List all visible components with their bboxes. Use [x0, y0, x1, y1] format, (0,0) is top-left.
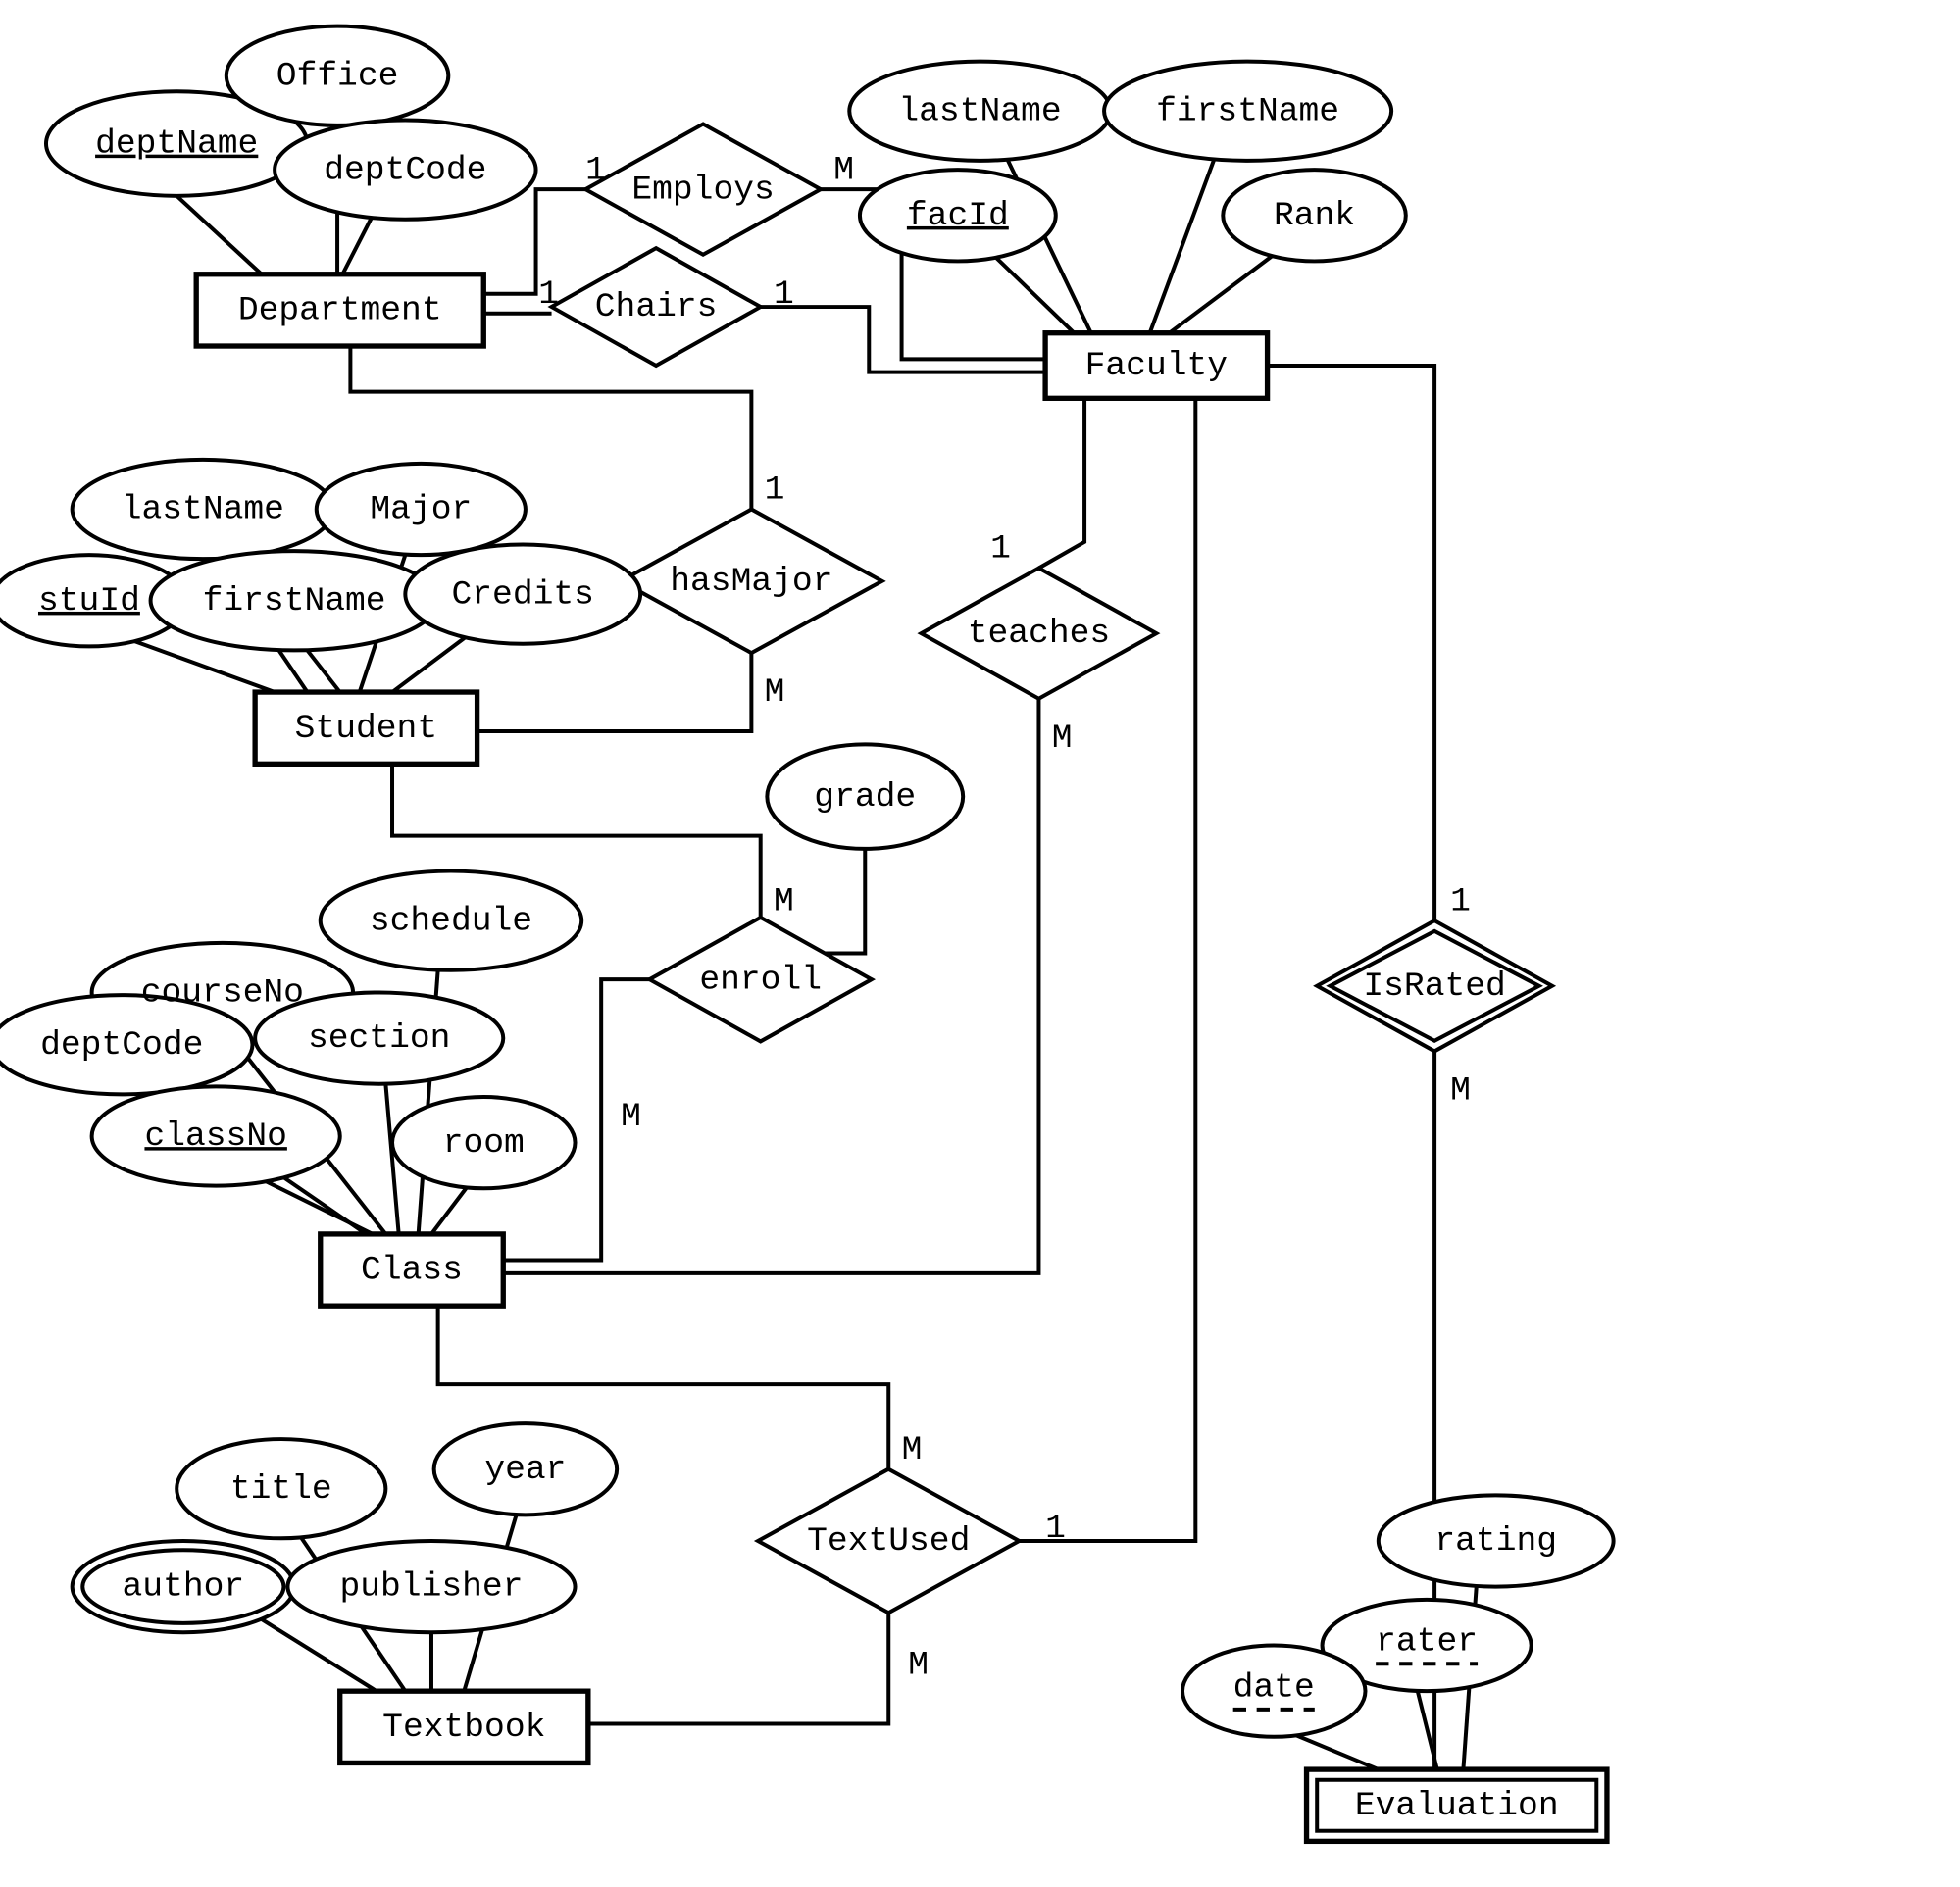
attribute-label-Major: Major	[370, 491, 472, 529]
cardinalities: 1 M 1 1 1 M M M 1 M 1 M M 1 M	[538, 151, 1471, 1684]
edge-ent-Faculty-rel-teaches	[1038, 398, 1084, 568]
edge-attr-date-ent-Evaluation	[1293, 1734, 1379, 1769]
cardinality-6: M	[774, 882, 794, 920]
entity-label-Textbook: Textbook	[382, 1709, 545, 1747]
attribute-label-Office: Office	[276, 57, 399, 95]
relationship-label-IsRated: IsRated	[1363, 968, 1505, 1006]
edge-attr-author-ent-Textbook	[262, 1619, 377, 1691]
cardinality-13: 1	[1045, 1510, 1066, 1548]
er-diagram: Department Faculty Student Class Textbook Eva…	[0, 0, 1960, 1887]
entity-label-Student: Student	[295, 710, 437, 748]
cardinality-3: 1	[774, 275, 794, 314]
cardinality-4: 1	[765, 472, 785, 510]
cardinality-14: M	[908, 1647, 929, 1685]
edge-attr-facId-ent-Faculty	[993, 255, 1075, 333]
attribute-label-rater: rater	[1376, 1623, 1478, 1662]
cardinality-7: M	[621, 1098, 641, 1136]
entity-label-Faculty: Faculty	[1085, 347, 1228, 385]
entity-label-Class: Class	[361, 1252, 463, 1290]
cardinality-11: M	[1450, 1072, 1471, 1111]
relationship-label-Chairs: Chairs	[595, 288, 718, 326]
edge-rel-hasMajor-ent-Student	[477, 653, 752, 731]
entity-label-Department: Department	[238, 292, 442, 330]
edge-rel-TextUsed-ent-Textbook	[588, 1613, 888, 1723]
attribute-label-publisher: publisher	[339, 1568, 523, 1607]
entity-label-Evaluation: Evaluation	[1355, 1787, 1559, 1825]
attribute-label-schedule: schedule	[370, 902, 532, 940]
attribute-label-deptCodeC: deptCode	[40, 1026, 203, 1065]
edge-attr-classNo-ent-Class	[262, 1179, 373, 1234]
edge-attr-Credits-ent-Student	[392, 633, 471, 692]
attribute-label-year: year	[484, 1451, 566, 1489]
attribute-label-firstNameF: firstName	[1156, 92, 1339, 130]
cardinality-9: M	[1052, 720, 1073, 758]
attribute-label-room: room	[443, 1124, 525, 1163]
attribute-label-courseNo: courseNo	[141, 974, 304, 1013]
cardinality-2: 1	[538, 275, 559, 314]
cardinality-1: M	[833, 151, 854, 189]
relationship-label-enroll: enroll	[699, 961, 822, 999]
cardinality-0: 1	[585, 151, 606, 189]
attribute-label-grade: grade	[814, 778, 916, 817]
cardinality-8: 1	[990, 530, 1011, 569]
attribute-label-rating: rating	[1434, 1522, 1557, 1561]
cardinality-12: M	[902, 1431, 923, 1469]
attribute-label-facId: facId	[907, 197, 1009, 235]
attribute-label-date: date	[1233, 1668, 1315, 1707]
edge-ent-Faculty-rel-IsRated	[1268, 366, 1435, 920]
edge-attr-firstNameS-ent-Student	[307, 650, 339, 692]
attribute-label-Credits: Credits	[452, 575, 594, 614]
relationship-label-TextUsed: TextUsed	[807, 1522, 970, 1561]
attribute-label-author: author	[123, 1568, 245, 1607]
cardinality-5: M	[765, 673, 785, 712]
attribute-label-deptName: deptName	[95, 125, 258, 164]
attribute-label-section: section	[308, 1019, 450, 1058]
relationship-label-Employs: Employs	[631, 171, 774, 209]
attribute-label-lastNameS: lastName	[122, 491, 284, 529]
edge-attr-Rank-ent-Faculty	[1170, 255, 1275, 333]
relationship-label-hasMajor: hasMajor	[670, 563, 832, 601]
attribute-label-Rank: Rank	[1274, 197, 1355, 235]
edge-attr-grade-rel-enroll	[824, 849, 866, 954]
attribute-label-title: title	[230, 1470, 332, 1509]
attribute-label-deptCode: deptCode	[324, 151, 486, 189]
attribute-label-lastNameF: lastName	[898, 92, 1061, 130]
edge-attr-deptCode-ent-Department	[342, 216, 373, 274]
attribute-label-stuId: stuId	[38, 582, 140, 621]
edge-attr-deptName-ent-Department	[176, 196, 262, 274]
edge-attr-room-ent-Class	[431, 1186, 468, 1234]
relationship-label-teaches: teaches	[968, 615, 1110, 653]
attribute-label-classNo: classNo	[144, 1117, 286, 1156]
attribute-label-firstNameS: firstName	[203, 582, 386, 621]
cardinality-10: 1	[1450, 882, 1471, 920]
